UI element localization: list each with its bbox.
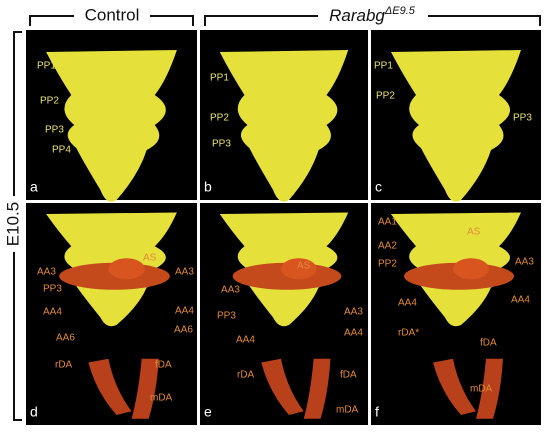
structure-label: rDA*: [398, 328, 419, 339]
render: [219, 50, 349, 202]
structure-label: AA3: [37, 267, 56, 278]
structure-label: AA4: [511, 295, 530, 306]
label-bg: [74, 6, 150, 28]
structure-label: PP3: [212, 139, 231, 150]
structure-label: PP2: [40, 96, 59, 107]
mutant-header: RarabgΔE9.5: [329, 5, 416, 26]
allele: ΔE9.5: [384, 5, 416, 17]
panel-letter: b: [204, 179, 212, 195]
render: [46, 212, 177, 419]
structure-label: PP3: [45, 125, 64, 136]
panel-letter: f: [375, 404, 379, 420]
panel: AA1 AA2 AS AA3 PP2 AA4 AA4 rDA* fDA mDA f: [371, 203, 541, 425]
structure-label: AA4: [43, 307, 62, 318]
render: [391, 212, 521, 419]
panel-letter: e: [204, 404, 212, 420]
panel: AS AA3 AA3 PP3 AA4 AA4 AA6 AA6 rDA fDA mDA d: [26, 203, 197, 425]
structure-label: PP1: [37, 61, 56, 72]
structure-label: AA6: [174, 325, 193, 336]
vessel: [108, 258, 145, 280]
structure-label: fDA: [480, 338, 497, 349]
vessel: [261, 358, 331, 419]
structure-label: AA4: [175, 306, 194, 317]
panel: AS AA3 AA3 PP3 AA4 AA4 rDA fDA mDA e: [200, 203, 368, 425]
structure-label: PP3: [43, 284, 62, 295]
panel: PP1 PP2 PP3 PP4 a: [26, 30, 197, 202]
vessel: [453, 258, 489, 280]
structure-label: PP4: [52, 145, 71, 156]
structure-label: PP2: [376, 91, 395, 102]
structure-label: AA2: [378, 241, 397, 252]
structure-label: AS: [467, 227, 481, 238]
structure-label: AA3: [344, 307, 363, 318]
structure-label: AS: [143, 253, 157, 264]
structure-label: mDA: [150, 393, 173, 404]
render: [391, 50, 521, 202]
render: [219, 212, 349, 419]
tissue: [219, 50, 349, 202]
panel-letter: d: [30, 404, 38, 420]
structure-label: AS: [297, 261, 311, 272]
structure-label: AA3: [515, 257, 534, 268]
structure-label: mDA: [336, 405, 359, 416]
panel: PP1 PP2 PP3 c: [371, 30, 541, 202]
structure-label: PP3: [217, 311, 236, 322]
structure-label: PP1: [374, 61, 393, 72]
panel-letter: a: [30, 179, 38, 195]
structure-label: AA4: [398, 298, 417, 309]
structure-label: mDA: [470, 384, 493, 395]
tissue: [391, 50, 521, 202]
structure-label: AA6: [56, 333, 75, 344]
structure-label: PP2: [378, 259, 397, 270]
panel-letter: c: [375, 179, 382, 195]
panel: PP1 PP2 PP3 b: [200, 30, 368, 202]
structure-label: fDA: [340, 370, 357, 381]
structure-label: AA4: [344, 328, 363, 339]
structure-label: PP2: [210, 113, 229, 124]
structure-label: rDA: [237, 370, 255, 381]
structure-label: PP1: [210, 73, 229, 84]
label-bg: [318, 2, 428, 28]
structure-label: fDA: [155, 360, 172, 371]
structure-label: AA1: [378, 217, 397, 228]
structure-label: AA3: [221, 285, 240, 296]
tissue: [46, 50, 177, 202]
render: [46, 50, 177, 202]
control-header: Control: [85, 5, 140, 24]
vessel: [281, 258, 317, 280]
vessel: [88, 358, 159, 419]
structure-label: PP3: [513, 113, 532, 124]
structure-label: rDA: [55, 360, 73, 371]
structure-label: AA3: [175, 267, 194, 278]
structure-label: AA4: [236, 335, 255, 346]
gene: Rarabg: [329, 6, 385, 25]
vessel: [433, 358, 503, 419]
label-bg: [4, 196, 24, 252]
row-label: E10.5: [3, 202, 22, 246]
